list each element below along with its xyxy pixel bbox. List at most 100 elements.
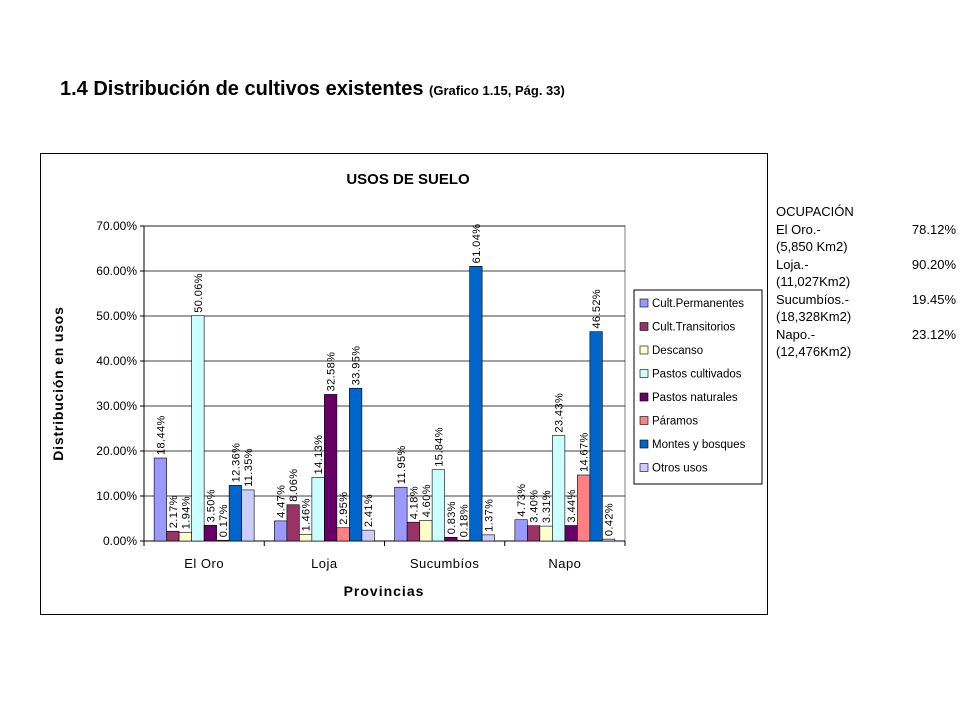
data-label: 3.44%	[566, 489, 578, 522]
legend-swatch	[639, 392, 649, 402]
legend-swatch	[639, 345, 649, 355]
bar	[324, 394, 338, 542]
data-label: 0.17%	[218, 504, 230, 537]
data-label: 2.17%	[168, 495, 180, 528]
occupation-area: (18,328Km2)	[776, 309, 852, 324]
bar	[166, 530, 180, 542]
y-tick-label: 50.00%	[96, 309, 137, 323]
x-tick-label: Loja	[311, 556, 338, 571]
bar	[336, 527, 350, 542]
bar	[539, 525, 553, 542]
bar	[564, 525, 578, 542]
bar	[431, 469, 445, 542]
occupation-area: (11,027Km2)	[776, 274, 851, 289]
occupation-note: OCUPACIÓN El Oro.- 78.12% (5,850 Km2) Loj…	[776, 203, 956, 361]
bar-chart: USOS DE SUELO 0.00% 10.00% 20.00% 30.00% 40.0…	[50, 171, 763, 599]
bar	[469, 266, 483, 542]
bar	[394, 486, 408, 542]
data-label: 32.58%	[326, 352, 338, 392]
occupation-pct: 78.12%	[911, 221, 956, 237]
data-label: 8.06%	[288, 469, 300, 502]
plot-area	[143, 225, 626, 542]
legend-swatch	[639, 369, 649, 378]
data-label: 61.04%	[471, 224, 483, 264]
bar	[153, 457, 167, 542]
bar	[311, 477, 325, 542]
legend-swatch	[639, 322, 649, 331]
y-tick-label: 0.00%	[103, 534, 137, 548]
page-subtitle: (Grafico 1.15, Pág. 33)	[429, 83, 565, 98]
occupation-title: OCUPACIÓN	[776, 204, 854, 219]
occupation-name: El Oro.-	[776, 221, 821, 237]
data-label: 0.42%	[604, 503, 616, 536]
occupation-area: (5,850 Km2)	[776, 239, 848, 254]
data-label: 4.18%	[408, 486, 420, 519]
bar	[241, 489, 255, 542]
data-label: 15.84%	[433, 427, 445, 467]
bar	[178, 531, 192, 542]
y-tick-label: 40.00%	[96, 354, 137, 368]
x-tick-label: El Oro	[184, 556, 224, 571]
bar	[589, 331, 603, 542]
data-label: 50.06%	[193, 273, 205, 313]
chart-frame: USOS DE SUELO 0.00% 10.00% 20.00% 30.00% 40.0…	[40, 153, 768, 615]
legend-swatch	[639, 416, 649, 425]
occupation-pct: 23.12%	[911, 326, 956, 342]
occupation-area: (12,476Km2)	[776, 344, 852, 359]
occupation-pct: 90.20%	[911, 256, 956, 272]
data-label: 3.50%	[205, 489, 217, 522]
bar	[577, 474, 591, 542]
data-label: 0.83%	[446, 501, 458, 534]
occupation-item: El Oro.- 78.12% (5,850 Km2)	[776, 221, 956, 256]
bar	[216, 539, 230, 542]
data-label: 3.31%	[541, 490, 553, 523]
data-label: 14.67%	[579, 432, 591, 472]
bar	[444, 536, 458, 542]
y-tick-label: 70.00%	[96, 219, 137, 233]
legend-label: Pastos cultivados	[652, 369, 742, 381]
occupation-name: Napo.-	[776, 326, 816, 342]
data-label: 4.60%	[421, 484, 433, 517]
data-label: 1.46%	[301, 498, 313, 531]
legend-swatch	[639, 298, 649, 308]
data-label: 12.36%	[230, 443, 242, 483]
bar	[349, 387, 363, 542]
occupation-item: Napo.- 23.12% (12,476Km2)	[776, 326, 956, 361]
legend-label: Pastos naturales	[652, 392, 738, 404]
data-label: 14.13%	[313, 435, 325, 475]
legend-label: Otros usos	[652, 463, 708, 475]
legend-swatch	[639, 439, 649, 449]
legend-label: Cult.Permanentes	[652, 298, 744, 310]
occupation-name: Loja.-	[776, 256, 809, 272]
bar	[552, 435, 566, 542]
y-tick-label: 60.00%	[96, 264, 137, 278]
data-label: 33.95%	[351, 346, 363, 386]
bar	[361, 529, 375, 542]
bar	[203, 524, 217, 542]
occupation-name: Sucumbíos.-	[776, 291, 849, 307]
data-label: 0.18%	[458, 504, 470, 537]
legend-label: Descanso	[652, 345, 703, 357]
bar	[514, 519, 528, 542]
bar	[602, 538, 616, 542]
legend	[633, 289, 763, 485]
bar	[191, 315, 205, 542]
y-axis-title: Distribución en usos	[50, 306, 66, 460]
page-title: 1.4 Distribución de cultivos existentes …	[60, 78, 565, 101]
bar	[299, 534, 313, 542]
data-label: 18.44%	[155, 415, 167, 455]
data-label: 11.95%	[396, 445, 408, 484]
legend-label: Páramos	[652, 416, 698, 428]
y-tick-label: 20.00%	[96, 444, 137, 458]
chart-title: USOS DE SUELO	[346, 171, 470, 188]
x-tick-label: Napo	[548, 556, 581, 571]
data-label: 4.73%	[516, 484, 528, 517]
legend-swatch	[639, 463, 649, 472]
legend-label: Montes y bosques	[652, 439, 746, 451]
data-label: 46.52%	[591, 289, 603, 329]
data-label: 23.43%	[554, 393, 566, 433]
data-label: 1.37%	[483, 499, 495, 532]
bar	[456, 539, 470, 542]
bar	[419, 519, 433, 542]
occupation-item: Sucumbíos.- 19.45% (18,328Km2)	[776, 291, 956, 326]
